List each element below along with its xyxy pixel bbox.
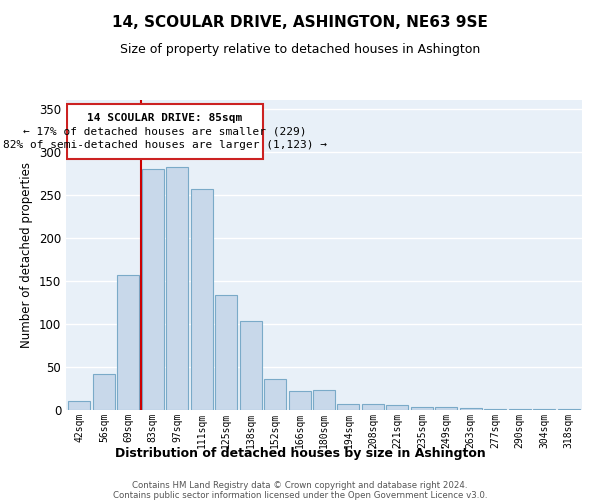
Bar <box>509 409 530 410</box>
Text: Contains public sector information licensed under the Open Government Licence v3: Contains public sector information licen… <box>113 491 487 500</box>
Text: Contains HM Land Registry data © Crown copyright and database right 2024.: Contains HM Land Registry data © Crown c… <box>132 481 468 490</box>
Bar <box>118 275 139 410</box>
Bar <box>166 167 188 410</box>
Text: 82% of semi-detached houses are larger (1,123) →: 82% of semi-detached houses are larger (… <box>3 140 327 150</box>
Bar <box>484 409 506 410</box>
Text: ← 17% of detached houses are smaller (229): ← 17% of detached houses are smaller (22… <box>23 126 307 136</box>
Bar <box>337 404 359 410</box>
Bar <box>362 404 384 410</box>
Bar <box>313 390 335 410</box>
Bar <box>289 391 311 410</box>
Text: Distribution of detached houses by size in Ashington: Distribution of detached houses by size … <box>115 448 485 460</box>
Bar <box>411 406 433 410</box>
Bar <box>67 104 263 158</box>
Bar <box>142 169 164 410</box>
Bar <box>191 188 213 410</box>
Bar <box>93 374 115 410</box>
Y-axis label: Number of detached properties: Number of detached properties <box>20 162 34 348</box>
Bar <box>215 294 237 410</box>
Bar <box>460 408 482 410</box>
Bar <box>264 379 286 410</box>
Text: 14 SCOULAR DRIVE: 85sqm: 14 SCOULAR DRIVE: 85sqm <box>88 113 242 123</box>
Bar <box>557 409 580 410</box>
Bar <box>435 406 457 410</box>
Text: Size of property relative to detached houses in Ashington: Size of property relative to detached ho… <box>120 42 480 56</box>
Bar <box>68 402 91 410</box>
Text: 14, SCOULAR DRIVE, ASHINGTON, NE63 9SE: 14, SCOULAR DRIVE, ASHINGTON, NE63 9SE <box>112 15 488 30</box>
Bar <box>386 405 409 410</box>
Bar <box>239 322 262 410</box>
Bar <box>533 409 555 410</box>
